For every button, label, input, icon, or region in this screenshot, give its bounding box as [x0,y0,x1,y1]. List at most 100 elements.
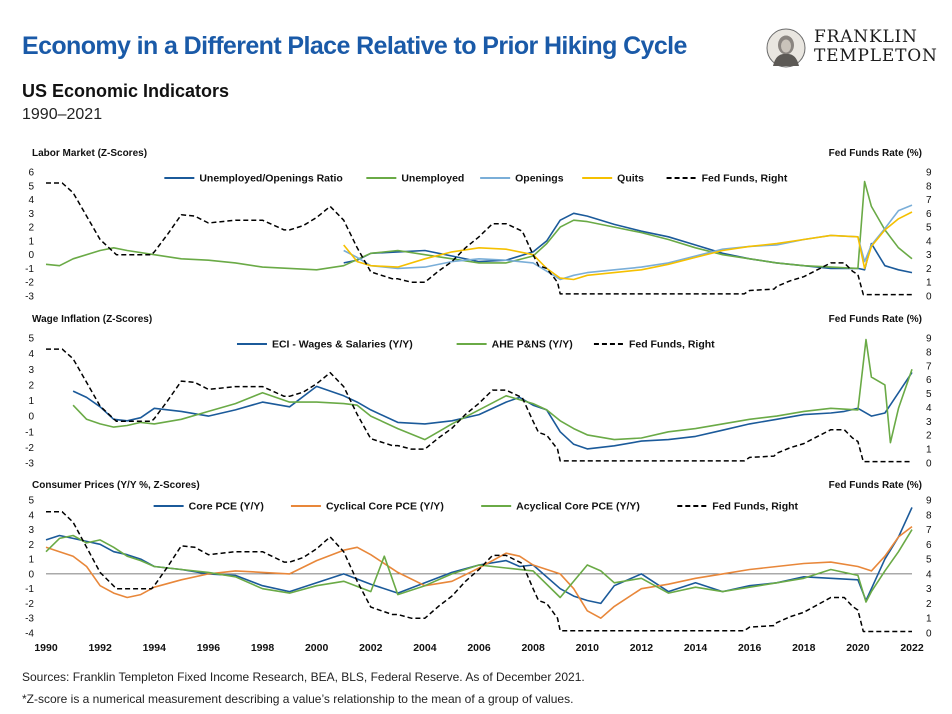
y2-tick-label: 8 [926,347,932,358]
y2-tick-label: 2 [926,264,932,275]
economic-indicators-charts: Labor Market (Z-Scores) Fed Funds Rate (%… [25,148,932,654]
series-line-core-pce-y-y [45,507,913,605]
y2-tick-label: 0 [926,459,932,470]
legend-label: Fed Funds, Right [712,501,798,513]
y2-tick-label: 9 [926,496,932,507]
y-tick-label: 4 [28,195,34,206]
y2-tick-label: 6 [926,375,932,386]
franklin-templeton-logo: FRANKLIN TEMPLETON [766,27,938,70]
y-tick-label: -3 [25,614,34,625]
y2-tick-label: 3 [926,584,932,595]
y-tick-label: 3 [28,525,34,536]
legend-label: Cyclical Core PCE (Y/Y) [326,501,444,513]
x-tick-label: 1990 [34,642,58,654]
y2-tick-label: 2 [926,431,932,442]
y2-tick-label: 5 [926,389,932,400]
y-tick-label: 5 [28,181,34,192]
y-tick-label: 1 [28,396,34,407]
y2-tick-label: 7 [926,525,932,536]
y-tick-label: -1 [25,264,34,275]
y-tick-label: 0 [28,412,34,423]
series-line-eci-wages-salaries-y-y [72,371,913,450]
y2-tick-label: 3 [926,250,932,261]
y-tick-label: 2 [28,380,34,391]
x-tick-label: 1998 [251,642,275,654]
y2-tick-label: 3 [926,417,932,428]
y-tick-label: 2 [28,540,34,551]
x-tick-label: 2020 [846,642,870,654]
x-tick-label: 2016 [738,642,762,654]
right-axis-label: Fed Funds Rate (%) [829,314,922,325]
x-tick-label: 1992 [88,642,112,654]
x-tick-label: 2022 [900,642,924,654]
x-tick-label: 2002 [359,642,383,654]
legend-label: Acyclical Core PCE (Y/Y) [516,501,640,513]
x-tick-label: 2018 [792,642,816,654]
legend-label: Quits [617,173,644,185]
y-tick-label: -2 [25,443,34,454]
panel-title: Wage Inflation (Z-Scores) [32,314,152,325]
legend-label: Fed Funds, Right [629,339,715,351]
legend-label: AHE P&NS (Y/Y) [492,339,573,351]
logo-line-1: FRANKLIN [814,27,918,47]
y2-tick-label: 1 [926,614,932,625]
y2-tick-label: 7 [926,361,932,372]
y-tick-label: 0 [28,250,34,261]
series-line-fed-funds-right [46,182,912,296]
y2-tick-label: 8 [926,510,932,521]
y-tick-label: -2 [25,599,34,610]
y-tick-label: 6 [28,168,34,179]
series-line-fed-funds-right [46,511,912,633]
y2-tick-label: 7 [926,195,932,206]
y2-tick-label: 5 [926,223,932,234]
y2-tick-label: 4 [926,569,932,580]
y2-tick-label: 0 [926,629,932,640]
x-tick-label: 2010 [576,642,600,654]
x-tick-label: 1996 [197,642,221,654]
y-tick-label: 3 [28,365,34,376]
legend-label: Core PCE (Y/Y) [189,501,264,513]
y2-tick-label: 0 [926,292,932,303]
y2-tick-label: 8 [926,181,932,192]
series-line-ahe-p-ns-y-y [72,338,913,444]
series-line-unemployed [45,180,913,271]
panel-title: Labor Market (Z-Scores) [32,148,147,159]
x-tick-label: 2006 [467,642,491,654]
zscore-footnote: *Z-score is a numerical measurement desc… [22,692,574,706]
series-line-unemployed-openings-ratio [343,212,913,274]
y2-tick-label: 9 [926,334,932,345]
y-tick-label: 1 [28,236,34,247]
date-range: 1990–2021 [22,106,103,123]
series-line-fed-funds-right [46,348,912,463]
logo-line-2: TEMPLETON [814,46,938,66]
y-tick-label: 1 [28,555,34,566]
series-line-acyclical-core-pce-y-y [45,529,913,603]
legend-label: ECI - Wages & Salaries (Y/Y) [272,339,413,351]
y2-tick-label: 6 [926,540,932,551]
x-tick-label: 2008 [521,642,545,654]
right-axis-label: Fed Funds Rate (%) [829,480,922,491]
y-tick-label: -1 [25,427,34,438]
x-tick-label: 1994 [143,642,167,654]
y-tick-label: 5 [28,334,34,345]
x-tick-label: 2012 [630,642,654,654]
y-tick-label: -1 [25,584,34,595]
legend-label: Fed Funds, Right [702,173,788,185]
y-tick-label: -3 [25,292,34,303]
page-title: Economy in a Different Place Relative to… [22,32,687,60]
y2-tick-label: 4 [926,403,932,414]
y-tick-label: 2 [28,223,34,234]
series-line-quits [343,211,913,281]
y-tick-label: 4 [28,349,34,360]
y-tick-label: -4 [25,629,34,640]
panel-title: Consumer Prices (Y/Y %, Z-Scores) [32,480,200,491]
y2-tick-label: 4 [926,236,932,247]
y-tick-label: -3 [25,459,34,470]
right-axis-label: Fed Funds Rate (%) [829,148,922,159]
y-tick-label: 5 [28,496,34,507]
legend-label: Unemployed [401,173,464,185]
y-tick-label: 3 [28,209,34,220]
portrait-seal-icon [766,28,806,68]
y-tick-label: -2 [25,278,34,289]
x-tick-label: 2004 [413,642,437,654]
